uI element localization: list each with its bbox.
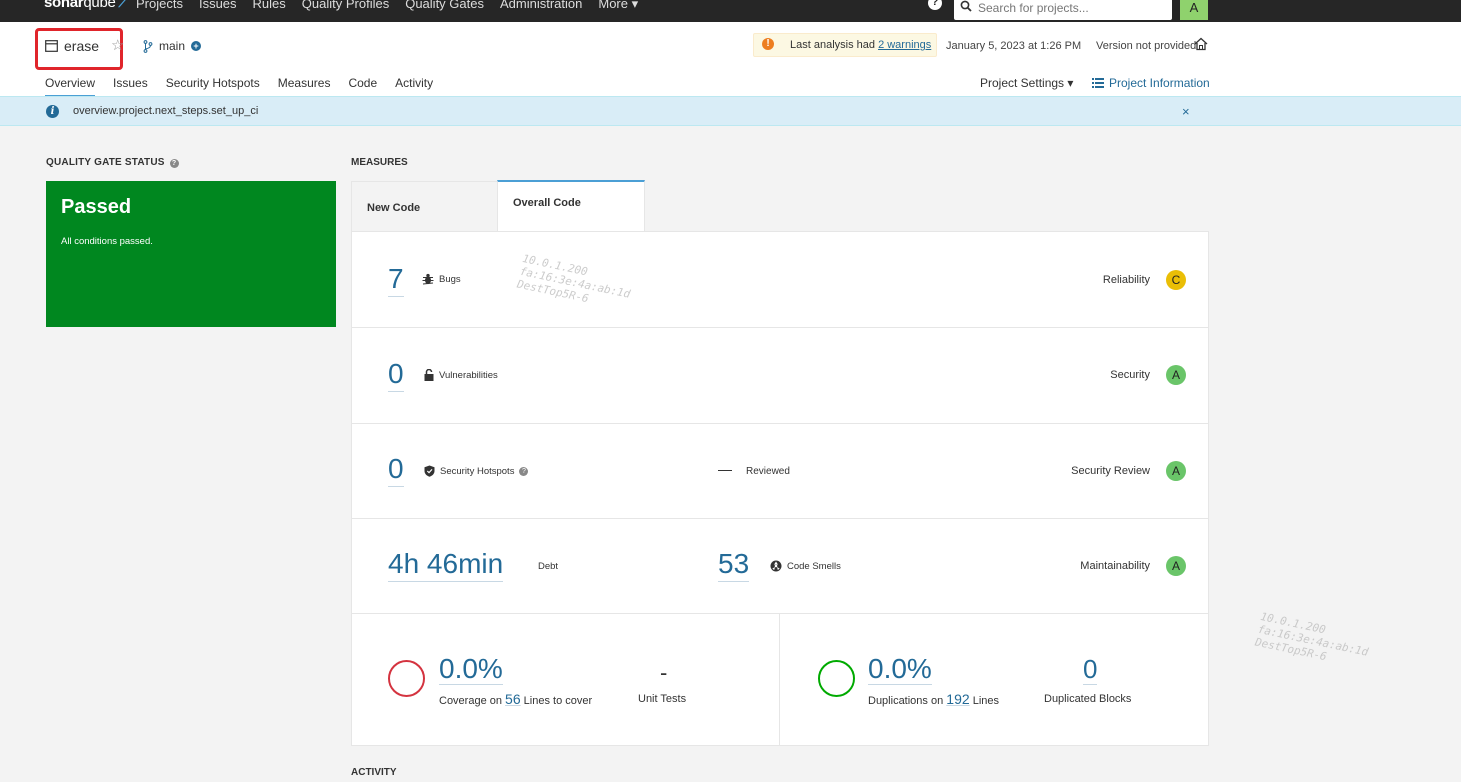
warnings-link[interactable]: 2 warnings: [878, 39, 932, 51]
maintainability-rating[interactable]: A: [1166, 556, 1186, 576]
duplications-detail: Duplications on 192 Lines: [868, 691, 999, 707]
analysis-date: January 5, 2023 at 1:26 PM: [946, 40, 1082, 52]
unit-tests-value: -: [660, 660, 668, 685]
branch-icon: [143, 39, 153, 53]
help-icon[interactable]: ?: [169, 159, 179, 168]
code-smells-label: Code Smells: [770, 560, 841, 572]
divider: [779, 614, 780, 746]
project-information-button[interactable]: Project Information: [1092, 76, 1210, 90]
main-menu: Projects Issues Rules Quality Profiles Q…: [136, 0, 654, 12]
lock-icon: [424, 369, 434, 381]
reliability-label: Reliability: [1102, 274, 1150, 286]
reliability-rating[interactable]: C: [1166, 270, 1186, 290]
coverage-circle-icon: [388, 660, 425, 697]
coverage-value[interactable]: 0.0%: [439, 653, 503, 685]
shield-icon: [424, 465, 435, 477]
info-banner: i overview.project.next_steps.set_up_ci …: [0, 96, 1461, 126]
project-name: erase: [64, 38, 100, 54]
coverage-lines-link[interactable]: 56: [505, 691, 521, 707]
maintainability-label: Maintainability: [1080, 560, 1150, 572]
branch-selector[interactable]: main +: [143, 39, 202, 53]
quality-gate-status: Passed: [61, 196, 132, 218]
security-hotspots-row: 0 Security Hotspots ? Reviewed Security …: [352, 424, 1208, 519]
code-smells-count[interactable]: 53: [718, 549, 750, 582]
watermark: 10.0.1.200 fa:16:3e:4a:ab:1d DestTop5R-6: [1253, 610, 1370, 664]
reliability-row: 7 Bugs Reliability C: [352, 232, 1208, 328]
nav-quality-gates[interactable]: Quality Gates: [405, 0, 484, 11]
analysis-warning-badge: ! Last analysis had 2 warnings: [753, 33, 937, 57]
tab-new-code[interactable]: New Code: [351, 181, 498, 231]
duplicated-blocks-label: Duplicated Blocks: [1044, 693, 1132, 705]
quality-gate-status-box: Passed All conditions passed.: [46, 181, 336, 327]
debt-label: Debt: [538, 561, 559, 572]
version-text: Version not provided: [1096, 40, 1197, 52]
nav-more[interactable]: More ▾: [598, 0, 639, 11]
bugs-label: Bugs: [422, 273, 461, 285]
nav-projects[interactable]: Projects: [136, 0, 183, 11]
top-navigation-bar: sonarqube ⟋ Projects Issues Rules Quality…: [0, 0, 1461, 22]
tab-measures[interactable]: Measures: [277, 76, 331, 90]
nav-rules[interactable]: Rules: [252, 0, 286, 11]
help-icon[interactable]: ?: [928, 0, 942, 10]
project-header: erase ☆ main + ! Last analysis had 2 war…: [0, 22, 1461, 98]
unit-tests-label: Unit Tests: [638, 693, 687, 705]
tab-code[interactable]: Code: [348, 76, 378, 90]
bug-icon: [422, 273, 434, 285]
duplicated-blocks-value[interactable]: 0: [1083, 654, 1098, 685]
tab-issues[interactable]: Issues: [113, 76, 148, 90]
vulnerabilities-count[interactable]: 0: [388, 359, 404, 392]
close-banner-icon[interactable]: ×: [1182, 104, 1190, 119]
nav-quality-profiles[interactable]: Quality Profiles: [301, 0, 390, 11]
security-rating[interactable]: A: [1166, 365, 1186, 385]
banner-text: overview.project.next_steps.set_up_ci: [73, 105, 259, 117]
activity-title: ACTIVITY: [351, 767, 397, 778]
project-title[interactable]: erase: [45, 38, 99, 54]
project-settings-dropdown[interactable]: Project Settings ▾: [980, 76, 1074, 90]
hotspots-label: Security Hotspots ?: [424, 465, 529, 477]
tab-overview[interactable]: Overview: [45, 76, 96, 98]
list-icon: [1092, 78, 1104, 88]
home-icon[interactable]: [1193, 36, 1209, 52]
tab-activity[interactable]: Activity: [395, 76, 434, 90]
security-label: Security: [1110, 369, 1150, 381]
duplication-circle-icon: [818, 660, 855, 697]
warning-icon: !: [762, 38, 774, 50]
hotspots-reviewed: Reviewed: [718, 466, 790, 477]
user-avatar[interactable]: A: [1180, 0, 1208, 20]
maintainability-row: 4h 46min Debt 53 Code Smells Maintainabi…: [352, 519, 1208, 614]
security-review-label: Security Review: [1071, 465, 1150, 477]
vulnerabilities-label: Vulnerabilities: [424, 369, 498, 381]
measures-card: 7 Bugs Reliability C 0 Vulnerabilities S…: [351, 231, 1209, 746]
coverage-detail: Coverage on 56 Lines to cover: [439, 691, 593, 707]
measures-title: MEASURES: [351, 157, 408, 168]
quality-gate-title: QUALITY GATE STATUS ?: [46, 157, 179, 168]
debt-value[interactable]: 4h 46min: [388, 549, 504, 582]
tab-overall-code[interactable]: Overall Code: [497, 180, 645, 232]
warning-text: Last analysis had: [790, 39, 879, 51]
project-tabs: Overview Issues Security Hotspots Measur…: [45, 76, 451, 98]
highlight-box: [35, 28, 123, 70]
tab-security-hotspots[interactable]: Security Hotspots: [165, 76, 260, 90]
info-icon: i: [46, 105, 59, 118]
duplications-value[interactable]: 0.0%: [868, 653, 932, 685]
security-row: 0 Vulnerabilities Security A: [352, 328, 1208, 424]
add-branch-icon[interactable]: +: [191, 41, 202, 51]
search-input[interactable]: Search for projects...: [954, 0, 1172, 20]
nav-administration[interactable]: Administration: [499, 0, 583, 11]
code-smell-icon: [770, 560, 782, 572]
help-icon[interactable]: ?: [519, 466, 529, 476]
search-icon: [960, 0, 972, 12]
bugs-count[interactable]: 7: [388, 264, 404, 297]
hotspots-count[interactable]: 0: [388, 454, 404, 487]
project-icon: [45, 40, 58, 52]
nav-issues[interactable]: Issues: [198, 0, 237, 11]
favorite-star-icon[interactable]: ☆: [111, 37, 125, 54]
branch-name: main: [159, 39, 186, 53]
security-review-rating[interactable]: A: [1166, 461, 1186, 481]
duplication-lines-link[interactable]: 192: [946, 691, 970, 707]
search-placeholder: Search for projects...: [978, 1, 1089, 15]
quality-gate-message: All conditions passed.: [61, 236, 153, 247]
project-information-label: Project Information: [1109, 76, 1210, 90]
sonarqube-logo[interactable]: sonarqube ⟋: [44, 0, 128, 11]
